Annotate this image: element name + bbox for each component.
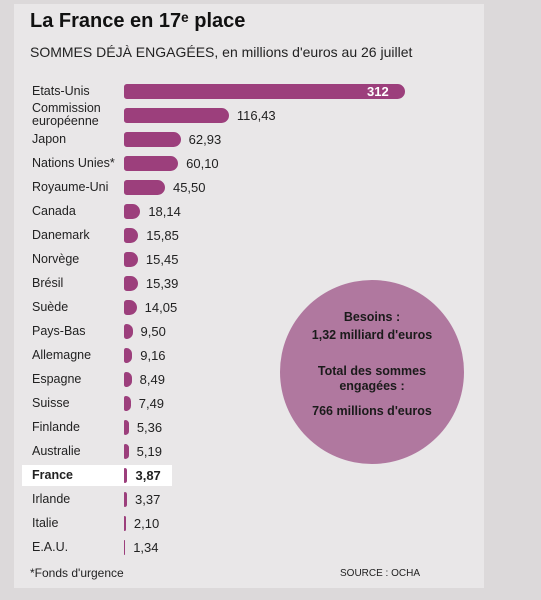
- bar: [124, 132, 181, 147]
- bar: [124, 444, 129, 459]
- chart-subtitle: SOMMES DÉJÀ ENGAGÉES, en millions d'euro…: [30, 44, 413, 60]
- category-label: Etats-Unis: [32, 84, 90, 98]
- value-label: 5,19: [136, 444, 162, 459]
- category-label: Italie: [32, 516, 59, 530]
- footnote: *Fonds d'urgence: [30, 566, 124, 580]
- bar: [124, 180, 165, 195]
- value-label: 1,34: [133, 540, 159, 555]
- category-label: Japon: [32, 132, 67, 146]
- bar: [124, 252, 138, 267]
- bar: [124, 348, 133, 363]
- category-label: Australie: [32, 444, 81, 458]
- bar: [124, 84, 405, 99]
- value-label: 15,45: [145, 252, 179, 267]
- value-label: 116,43: [236, 108, 276, 123]
- category-label: Finlande: [32, 420, 80, 434]
- bar: [124, 276, 138, 291]
- value-label: 3,37: [135, 492, 161, 507]
- value-label: 5,36: [136, 420, 163, 435]
- category-label: Irlande: [32, 492, 71, 506]
- category-label: Suisse: [32, 396, 70, 410]
- category-label: Norvège: [32, 252, 80, 266]
- value-label: 45,50: [172, 180, 206, 195]
- needs-label: Besoins :: [343, 310, 401, 324]
- category-label: Commission européenne: [32, 101, 101, 128]
- value-label: 312: [367, 84, 389, 99]
- bar: [124, 540, 126, 555]
- category-label: Royaume-Uni: [32, 180, 109, 194]
- category-label: Suède: [32, 300, 69, 314]
- category-label: Espagne: [32, 372, 82, 386]
- needs-value: 1,32 milliard d'euros: [280, 328, 464, 343]
- value-label: 9,16: [140, 348, 166, 363]
- bar: [124, 228, 139, 243]
- highlight-box: [22, 465, 172, 486]
- chart-title: La France en 17ᵉ place: [30, 10, 246, 32]
- category-label: Allemagne: [32, 348, 92, 362]
- value-label: 15,85: [146, 228, 179, 243]
- category-label: Pays-Bas: [32, 324, 86, 338]
- bar: [124, 420, 129, 435]
- needs-value-text: 1,32 milliard d'euros: [311, 328, 433, 342]
- value-label: 2,10: [133, 516, 160, 531]
- value-label: 15,39: [145, 276, 179, 291]
- bar: [124, 156, 179, 171]
- bar: [124, 468, 128, 483]
- category-label: Canada: [32, 204, 76, 218]
- value-label: 9,50: [140, 324, 166, 339]
- total-label: Total des sommes engagées :: [317, 364, 427, 393]
- bar: [124, 492, 128, 507]
- bar: [124, 396, 131, 411]
- total-value: 766 millions d'euros: [312, 404, 432, 418]
- value-label: 62,93: [188, 132, 222, 147]
- category-label: France: [32, 468, 73, 482]
- value-label: 14,05: [144, 300, 178, 315]
- summary-bubble: Besoins : 1,32 milliard d'euros Total de…: [280, 280, 464, 464]
- category-label: Danemark: [32, 228, 90, 242]
- category-label: Brésil: [32, 276, 64, 290]
- value-label: 18,14: [148, 204, 181, 219]
- value-label: 8,49: [139, 372, 165, 387]
- bar: [124, 372, 132, 387]
- value-label: 3,87: [135, 468, 161, 483]
- bar: [124, 108, 229, 123]
- bar: [124, 300, 137, 315]
- value-label: 60,10: [186, 156, 219, 171]
- bar: [124, 324, 133, 339]
- bar: [124, 516, 126, 531]
- category-label: E.A.U.: [32, 540, 69, 554]
- value-label: 7,49: [138, 396, 165, 411]
- bar: [124, 204, 141, 219]
- source: SOURCE : OCHA: [340, 568, 421, 579]
- category-label: Nations Unies*: [32, 156, 115, 170]
